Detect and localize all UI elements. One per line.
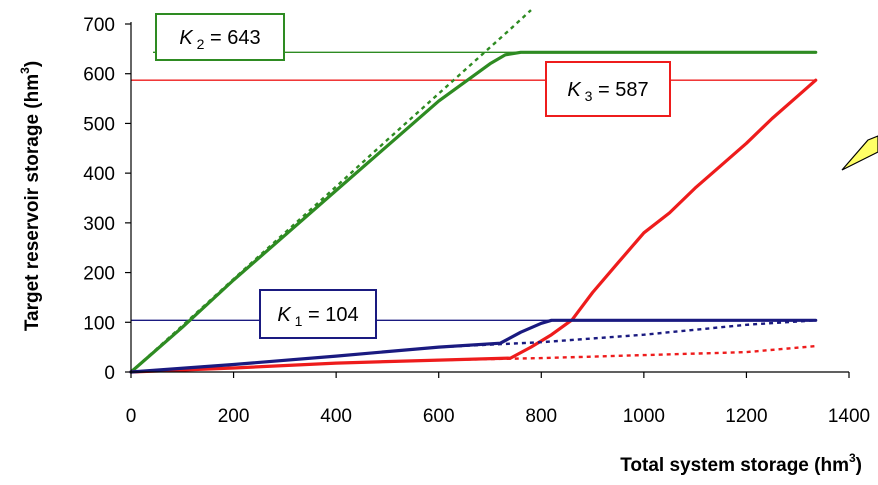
y-tick-label: 400 bbox=[83, 164, 115, 185]
capacity-label-boxes: K 1 = 104 K 2 = 643 K 3 = 587 bbox=[155, 13, 671, 339]
x-tick-label: 200 bbox=[218, 406, 250, 427]
x-tick-label: 1200 bbox=[725, 406, 767, 427]
y-tick-label: 700 bbox=[83, 15, 115, 36]
series-k3-solid bbox=[129, 78, 818, 374]
series-layer bbox=[129, 9, 818, 374]
y-tick-label: 500 bbox=[83, 114, 115, 135]
y-tick-label: 0 bbox=[104, 363, 115, 384]
capacity-label-box bbox=[545, 61, 671, 117]
capacity-label-k3: K 3 = 587 bbox=[545, 61, 671, 117]
series-k2-solid bbox=[129, 50, 818, 374]
series-k1-solid bbox=[129, 318, 818, 374]
x-tick-label: 800 bbox=[525, 406, 557, 427]
x-axis-title: Total system storage (hm3) bbox=[620, 451, 862, 476]
capacity-label-k1: K 1 = 104 bbox=[259, 289, 377, 339]
series-k2-dotted bbox=[130, 9, 532, 373]
y-tick-label: 100 bbox=[83, 313, 115, 334]
y-tick-label: 600 bbox=[83, 65, 115, 86]
capacity-label-text: K 3 = 587 bbox=[567, 79, 648, 104]
capacity-label-text: K 1 = 104 bbox=[277, 304, 358, 329]
x-tick-label: 400 bbox=[320, 406, 352, 427]
capacity-label-text: K 2 = 643 bbox=[179, 27, 260, 52]
x-tick-label: 1400 bbox=[828, 406, 870, 427]
x-tick-label: 1000 bbox=[623, 406, 665, 427]
capacity-label-k2: K 2 = 643 bbox=[155, 13, 285, 61]
capacity-label-box bbox=[259, 289, 377, 339]
series-k1-dotted bbox=[130, 319, 816, 374]
y-tick-label: 300 bbox=[83, 214, 115, 235]
axes-layer: 0 200 400 600 800 1000 1200 1400 0 100 200 300 400 50… bbox=[83, 15, 870, 427]
x-tick-label: 600 bbox=[423, 406, 455, 427]
capacity-label-box bbox=[155, 13, 285, 61]
y-tick-label: 200 bbox=[83, 264, 115, 285]
callout-pointer bbox=[841, 135, 878, 171]
y-axis-title: Target reservoir storage (hm3) bbox=[18, 61, 43, 331]
x-tick-label: 0 bbox=[126, 406, 137, 427]
